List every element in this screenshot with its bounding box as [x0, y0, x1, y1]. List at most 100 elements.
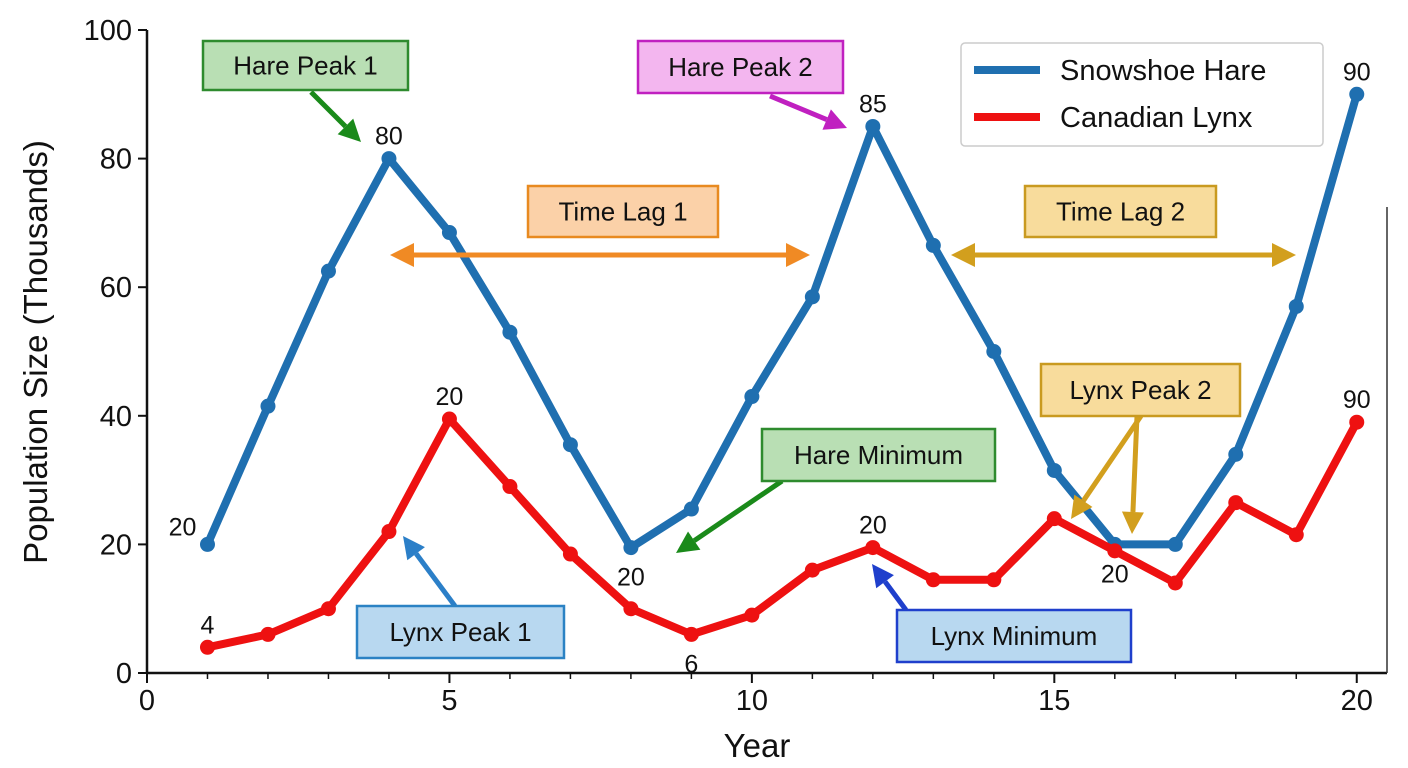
annotation: Time Lag 1 [526, 184, 720, 239]
data-point [986, 344, 1002, 359]
legend-label: Canadian Lynx [1060, 102, 1253, 134]
data-point [562, 437, 578, 453]
data-label: 20 [436, 383, 464, 411]
time-lag-arrow [951, 243, 1296, 267]
annotation-arrow [309, 90, 348, 129]
data-label: 20 [169, 513, 197, 541]
x-tick-label: 20 [1341, 685, 1373, 717]
data-point [623, 601, 639, 617]
data-labels: 20 80 20 85 20 90 4 20 6 20 90 [169, 58, 1371, 678]
data-point [925, 572, 941, 588]
annotation-arrow [769, 93, 828, 122]
y-tick-label: 60 [100, 272, 132, 304]
data-point [441, 411, 457, 427]
data-point [381, 151, 397, 167]
annotation: Lynx Minimum [872, 564, 1133, 664]
x-axis-title: Year [724, 727, 791, 764]
annotation: Hare Peak 2 [636, 39, 847, 130]
data-point [381, 524, 397, 540]
annotation-label: Hare Minimum [794, 440, 963, 470]
data-point [1046, 462, 1062, 478]
data-point [199, 536, 215, 552]
legend: Snowshoe Hare Canadian Lynx [960, 42, 1324, 147]
data-point [199, 639, 215, 655]
series-line-1 [203, 415, 1361, 652]
time-lag-arrow [390, 243, 810, 267]
annotation-arrow [883, 580, 909, 612]
legend-frame [960, 42, 1324, 147]
data-point [562, 546, 578, 562]
data-point [320, 263, 336, 279]
series-lines [199, 86, 1365, 655]
annotation-arrow [1130, 415, 1140, 513]
annotation-box [636, 39, 845, 95]
y-tick-label: 40 [100, 401, 132, 433]
data-point [986, 572, 1002, 588]
data-point [502, 324, 518, 340]
arrow-head [1272, 243, 1296, 267]
arrow-head [786, 243, 810, 267]
x-tick-label: 5 [441, 685, 457, 717]
y-tick-label: 80 [100, 144, 132, 176]
data-label: 90 [1343, 386, 1371, 414]
data-label: 20 [859, 512, 887, 540]
data-point [925, 237, 941, 253]
data-point [865, 118, 881, 134]
data-point [1228, 495, 1244, 511]
annotation-label: Hare Peak 2 [668, 52, 813, 82]
annotation-box [895, 608, 1133, 664]
annotation: Hare Minimum [676, 427, 997, 553]
data-label: 20 [617, 564, 645, 592]
arrow-head [822, 109, 847, 130]
annotation-label: Time Lag 2 [1056, 197, 1185, 227]
series-line-0 [203, 90, 1361, 552]
arrow-head [403, 536, 425, 561]
y-tick-label: 0 [116, 658, 132, 690]
data-point [260, 626, 276, 642]
x-tick-label: 10 [736, 685, 768, 717]
arrow-head [1121, 511, 1144, 534]
data-point [865, 540, 881, 556]
annotation-box [1039, 362, 1242, 418]
annotation-label: Lynx Minimum [931, 621, 1098, 651]
data-label: 90 [1343, 58, 1371, 86]
y-tick-label: 20 [100, 529, 132, 561]
data-label: 80 [375, 123, 403, 151]
data-label: 20 [1101, 560, 1129, 588]
arrow-head [337, 118, 361, 142]
annotation-box [201, 39, 410, 92]
annotations: Hare Peak 1 Hare Peak 2 Time Lag 1 Time Lag… [201, 39, 1296, 664]
annotation: Lynx Peak 1 [355, 536, 566, 660]
data-point [441, 225, 457, 241]
y-tick-label: 100 [84, 15, 132, 47]
data-label: 85 [859, 90, 887, 118]
arrow-head [872, 564, 894, 589]
annotation: Lynx Peak 2 [1039, 362, 1242, 534]
data-point [1349, 86, 1365, 102]
y-axis-title: Population Size (Thousands) [17, 140, 54, 564]
data-label: 6 [684, 650, 698, 678]
data-point [804, 562, 820, 578]
data-point [1228, 446, 1244, 462]
data-point [1349, 414, 1365, 430]
data-point [320, 601, 336, 617]
data-point [623, 540, 639, 556]
annotation-box [526, 184, 720, 239]
data-point [744, 389, 760, 405]
data-point [1288, 527, 1304, 543]
data-point [1167, 536, 1183, 552]
annotation: Time Lag 2 [1023, 184, 1218, 239]
data-point [804, 289, 820, 305]
x-tick-label: 15 [1038, 685, 1070, 717]
axes: 0 20 40 60 80 100 0 5 10 15 20 Year Population Size … [17, 15, 1388, 764]
data-point [1167, 575, 1183, 591]
annotation-arrow [414, 552, 458, 608]
legend-label: Snowshoe Hare [1060, 55, 1266, 87]
x-tick-label: 0 [139, 685, 155, 717]
arrow-head [951, 243, 975, 267]
data-point [683, 626, 699, 642]
data-label: 4 [201, 611, 215, 639]
annotation-label: Lynx Peak 2 [1069, 375, 1211, 405]
arrow-head [676, 531, 701, 553]
